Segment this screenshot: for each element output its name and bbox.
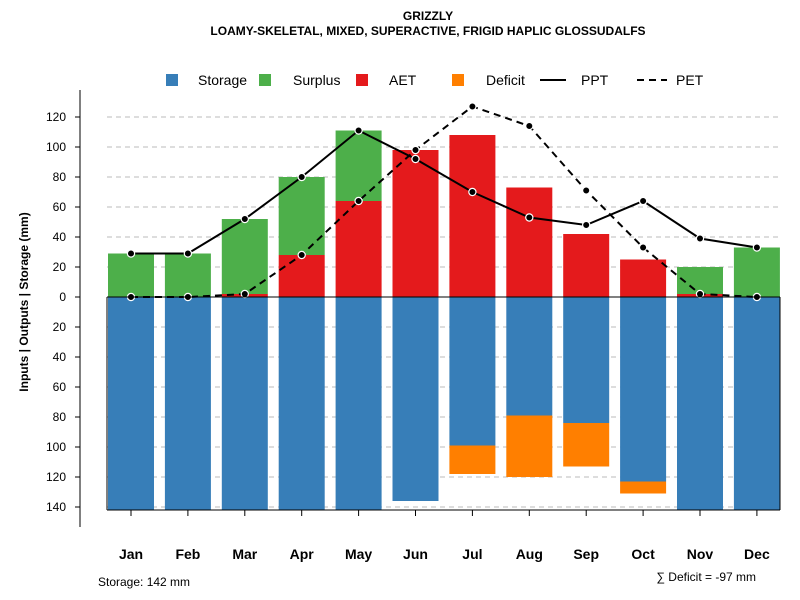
storage-bar (108, 297, 154, 510)
storage-bar (392, 297, 439, 501)
y-tick-label: 100 (46, 140, 66, 154)
y-tick-label: 40 (53, 350, 67, 364)
legend-label: PPT (581, 72, 609, 88)
y-tick-label: 60 (53, 200, 67, 214)
y-tick-label: 140 (46, 500, 66, 514)
ppt-line (131, 129, 758, 255)
storage-note: Storage: 142 mm (98, 575, 190, 589)
deficit-bar (620, 481, 667, 494)
surplus-bar (108, 253, 154, 297)
x-tick-label: May (345, 546, 372, 562)
x-tick-label: Aug (516, 546, 543, 562)
pet-point (638, 243, 648, 252)
pet-point (468, 102, 477, 111)
chart-title: GRIZZLY (403, 9, 453, 23)
bars-layer (108, 130, 780, 510)
surplus-bar (221, 219, 268, 294)
y-tick-label: 40 (53, 230, 67, 244)
axes-layer: 140 120 100 80 60 40 20 0 20 40 60 80 100 120 Jan Feb Ma… (46, 90, 781, 562)
ppt-point (354, 126, 363, 135)
pet-point (297, 250, 306, 260)
y-tick-label: 100 (46, 440, 66, 454)
y-tick-label: 20 (53, 260, 67, 274)
ppt-point (638, 196, 648, 206)
x-tick-label: Feb (175, 546, 200, 562)
storage-bar (677, 297, 723, 510)
deficit-bar (506, 415, 553, 477)
legend-swatch (259, 74, 271, 86)
y-tick-label: 20 (53, 320, 67, 334)
deficit-bar (449, 445, 496, 474)
aet-bar (278, 255, 325, 297)
y-tick-label: 0 (59, 290, 66, 304)
y-axis-label: Inputs | Outputs | Storage (mm) (17, 212, 31, 391)
x-tick-label: Jun (403, 546, 428, 562)
x-tick-label: Mar (232, 546, 257, 562)
x-tick-label: Sep (573, 546, 599, 562)
pet-point (525, 121, 534, 131)
storage-bar (335, 297, 382, 510)
storage-bar (506, 297, 553, 416)
pet-point (695, 289, 705, 299)
x-tick-label: Dec (744, 546, 770, 562)
pet-line (131, 105, 757, 298)
y-tick-label: 80 (53, 410, 67, 424)
surplus-bar (164, 253, 211, 297)
legend-swatch (356, 74, 368, 86)
storage-bar (563, 297, 610, 423)
surplus-bar (335, 130, 382, 201)
ppt-point (297, 172, 306, 182)
surplus-bar (733, 247, 780, 297)
legend-label: AET (389, 72, 417, 88)
x-tick-label: Jan (119, 546, 143, 562)
legend-label: Storage (198, 72, 247, 88)
aet-bar (620, 259, 667, 297)
x-tick-label: Oct (631, 546, 655, 562)
pet-point (411, 145, 420, 155)
deficit-note: ∑ Deficit = -97 mm (656, 570, 756, 584)
legend-swatch (452, 74, 464, 86)
ppt-point (695, 234, 705, 243)
ppt-point (240, 214, 249, 224)
ppt-point (183, 249, 193, 258)
pet-point (240, 289, 249, 299)
pet-point (582, 186, 591, 195)
storage-bar (221, 297, 268, 510)
x-tick-label: Apr (290, 546, 315, 562)
x-tick-label: Nov (687, 546, 714, 562)
chart-subtitle: LOAMY-SKELETAL, MIXED, SUPERACTIVE, FRIG… (210, 24, 645, 38)
y-tick-label: 120 (46, 110, 66, 124)
y-tick-label: 120 (46, 470, 66, 484)
x-tick-label: Jul (462, 546, 482, 562)
aet-bar (506, 187, 553, 297)
legend-label: Surplus (293, 72, 340, 88)
storage-bar (278, 297, 325, 510)
storage-bar (164, 297, 211, 510)
storage-bar (620, 297, 667, 482)
y-tick-label: 60 (53, 380, 67, 394)
pet-point (354, 196, 363, 206)
y-tick-label: 80 (53, 170, 67, 184)
legend-swatch (166, 74, 178, 86)
deficit-bar (563, 423, 610, 467)
storage-bar (733, 297, 780, 510)
ppt-point (752, 243, 762, 252)
grid-lines (107, 116, 780, 508)
ppt-point (411, 154, 420, 164)
legend: Storage Surplus AET Deficit PPT PET (166, 72, 704, 88)
aet-bar (563, 234, 610, 297)
aet-bar (335, 201, 382, 297)
ppt-point (525, 213, 534, 222)
ppt-point (468, 187, 477, 197)
ppt-point (582, 220, 591, 230)
surplus-bar (278, 177, 325, 255)
legend-label: Deficit (486, 72, 525, 88)
aet-bar (449, 135, 496, 297)
legend-label: PET (676, 72, 704, 88)
ppt-point (126, 249, 136, 258)
aet-bar (392, 150, 439, 297)
storage-bar (449, 297, 496, 446)
